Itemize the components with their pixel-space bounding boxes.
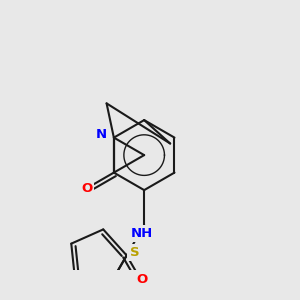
Text: O: O xyxy=(81,182,92,195)
Text: N: N xyxy=(96,128,107,141)
Text: NH: NH xyxy=(131,227,153,240)
Text: S: S xyxy=(130,246,139,259)
Text: O: O xyxy=(137,273,148,286)
